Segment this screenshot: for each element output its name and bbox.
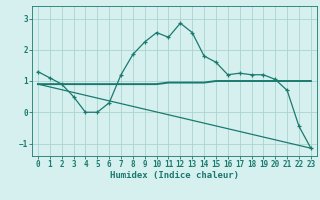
X-axis label: Humidex (Indice chaleur): Humidex (Indice chaleur) [110, 171, 239, 180]
